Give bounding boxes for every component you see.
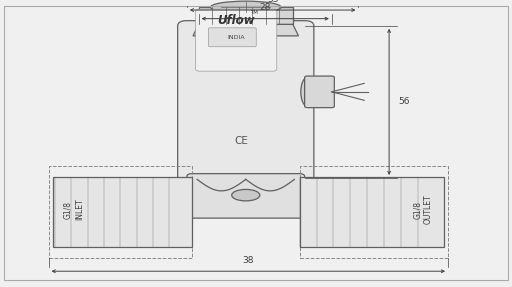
Text: G1/8: G1/8 xyxy=(413,201,422,218)
Bar xyxy=(300,177,444,247)
Bar xyxy=(199,7,293,24)
FancyBboxPatch shape xyxy=(208,28,256,47)
FancyBboxPatch shape xyxy=(196,9,277,71)
Ellipse shape xyxy=(301,77,313,106)
Bar xyxy=(300,166,448,258)
FancyBboxPatch shape xyxy=(187,174,305,218)
Text: 38: 38 xyxy=(243,256,254,265)
Polygon shape xyxy=(193,24,298,36)
Text: G1/8: G1/8 xyxy=(63,201,73,218)
FancyBboxPatch shape xyxy=(178,21,314,183)
Text: 56: 56 xyxy=(398,97,410,106)
Text: Uflow: Uflow xyxy=(218,13,255,27)
Text: 33: 33 xyxy=(267,0,279,4)
Text: 28: 28 xyxy=(260,3,271,12)
Ellipse shape xyxy=(210,1,281,13)
Bar xyxy=(53,177,192,247)
Bar xyxy=(49,166,192,258)
FancyBboxPatch shape xyxy=(305,76,334,108)
Text: INDIA: INDIA xyxy=(227,35,245,40)
Text: TM: TM xyxy=(250,10,259,15)
Text: INLET: INLET xyxy=(75,199,84,220)
Text: OUTLET: OUTLET xyxy=(424,195,433,224)
Ellipse shape xyxy=(231,189,260,201)
Text: CE: CE xyxy=(234,136,248,146)
